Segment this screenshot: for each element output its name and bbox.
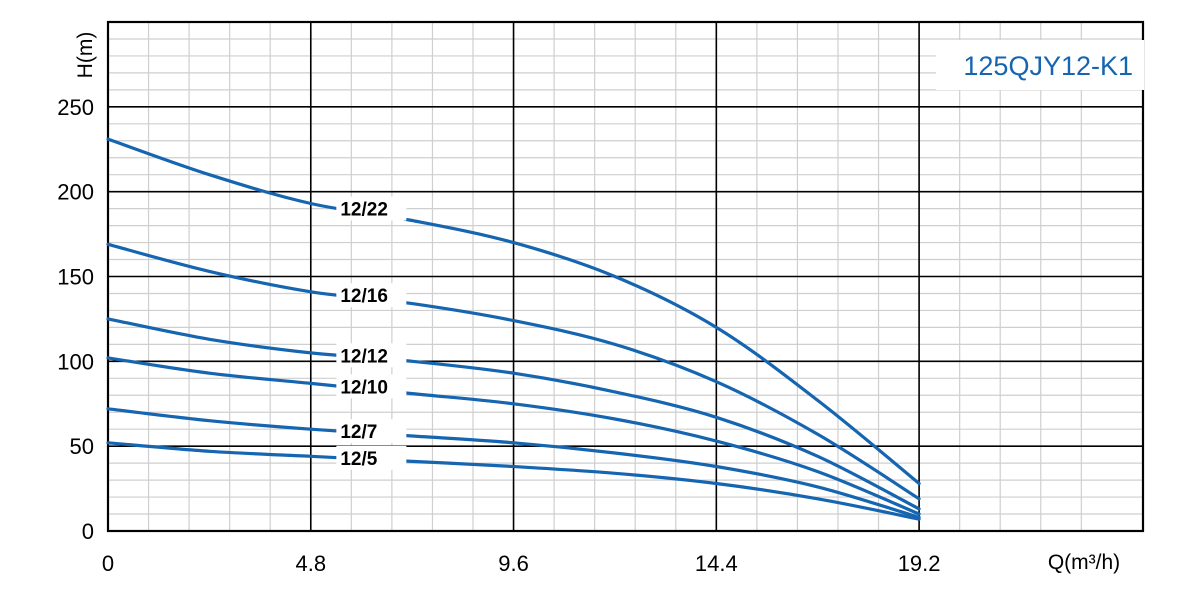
series-label-12-7: 12/7 [340, 422, 377, 443]
series-line-12-22 [106, 137, 921, 486]
y-axis-label: H(m) [74, 32, 97, 79]
plot-frame [106, 20, 1145, 533]
curves [106, 137, 921, 521]
series-label-bg [336, 343, 407, 368]
axes-labels: 0 4.8 9.6 14.4 19.2 0 50 100 150 200 250 [57, 95, 940, 576]
x-tick-label: 0 [102, 551, 114, 576]
curve-labels: 12/22 12/16 12/12 12/10 12/7 12/5 [336, 196, 407, 470]
series-label-bg [336, 374, 407, 399]
y-tick-label: 50 [70, 434, 94, 459]
series-label-12-5: 12/5 [340, 449, 377, 470]
y-tick-label: 100 [57, 349, 94, 374]
model-label-bg [936, 40, 1144, 90]
series-label-bg [336, 283, 407, 308]
chart-title: 125QJY12-K1 [963, 51, 1133, 81]
series-label-bg [336, 419, 407, 444]
grid-major [106, 20, 1145, 533]
series-line-12-16 [106, 242, 921, 501]
x-tick-label: 14.4 [695, 551, 738, 576]
series-line-12-5 [106, 441, 921, 521]
y-tick-label: 150 [57, 265, 94, 290]
series-line-12-10 [106, 356, 921, 516]
series-label-12-10: 12/10 [340, 377, 388, 398]
series-line-12-12 [106, 317, 921, 511]
series-label-bg [336, 445, 407, 470]
x-tick-label: 9.6 [498, 551, 529, 576]
series-line-12-7 [106, 407, 921, 519]
y-tick-label: 250 [57, 95, 94, 120]
x-axis-label: Q(m³/h) [1048, 551, 1120, 574]
series-label-12-22: 12/22 [340, 199, 388, 220]
series-label-12-12: 12/12 [340, 346, 388, 367]
x-tick-label: 19.2 [898, 551, 941, 576]
series-label-12-16: 12/16 [340, 286, 388, 307]
y-tick-label: 200 [57, 180, 94, 205]
x-tick-label: 4.8 [295, 551, 326, 576]
series-label-bg [336, 196, 407, 221]
y-tick-label: 0 [82, 519, 94, 544]
